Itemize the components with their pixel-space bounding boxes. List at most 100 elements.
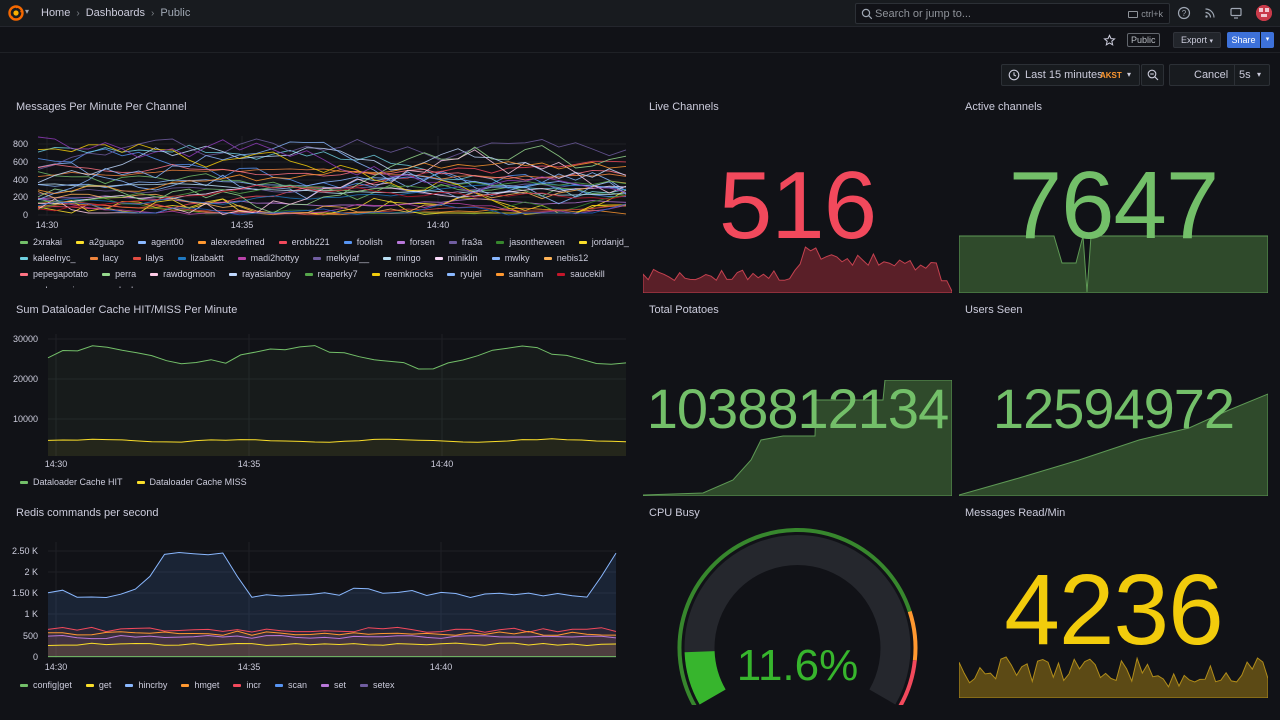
series-line[interactable] [37, 145, 627, 214]
legend-item[interactable]: Dataloader Cache MISS [136, 474, 247, 490]
legend-item[interactable]: mingo [383, 252, 421, 265]
refresh-interval-picker[interactable]: 5s [1239, 69, 1251, 81]
series-line[interactable] [37, 136, 627, 194]
time-range-picker[interactable]: Last 15 minutes AKST ▾ [1001, 64, 1140, 86]
legend-item[interactable]: lizabaktt [177, 252, 224, 265]
legend-label: sodapoppin [33, 284, 80, 288]
user-avatar[interactable] [1256, 5, 1272, 21]
zoom-out-button[interactable] [1141, 64, 1164, 86]
series-line[interactable] [37, 145, 627, 184]
share-dropdown-button[interactable]: ▾ [1261, 32, 1274, 48]
series-line-cache-hit[interactable] [47, 345, 627, 370]
legend-item[interactable]: rayasianboy [229, 268, 291, 281]
legend-item[interactable]: vadeal [94, 284, 134, 288]
legend-item[interactable]: lalys [132, 252, 164, 265]
series-line[interactable] [37, 143, 627, 215]
legend-swatch [136, 480, 145, 484]
legend-item[interactable]: get [85, 677, 111, 693]
series-line[interactable] [37, 184, 627, 212]
top-nav-bar: ▾ Home › Dashboards › Public Search or j… [0, 0, 1280, 27]
star-icon[interactable] [1103, 34, 1116, 47]
cache-timeseries-chart[interactable]: 30000 20000 10000 14:30 14:35 14:40 [0, 330, 640, 475]
legend-item[interactable]: a2guapo [76, 236, 124, 249]
series-line-cache-miss[interactable] [47, 438, 627, 443]
timezone-label: AKST [1100, 71, 1122, 80]
legend-item[interactable]: mwlky [491, 252, 530, 265]
legend-item[interactable]: melkylaf__ [313, 252, 369, 265]
legend-label: mwlky [504, 253, 530, 263]
legend-swatch [274, 683, 283, 687]
legend-item[interactable]: miniklin [434, 252, 478, 265]
search-input[interactable]: Search or jump to... ctrl+k [855, 3, 1170, 24]
breadcrumb-current: Public [160, 7, 191, 19]
series-line[interactable] [37, 138, 627, 170]
legend-item[interactable]: pepegapotato [20, 268, 88, 281]
series-line[interactable] [37, 200, 627, 216]
legend-item[interactable]: set [320, 677, 346, 693]
messages-timeseries-chart[interactable]: 800 600 400 200 0 14:30 14:35 14:40 [0, 130, 640, 235]
panel-title: Live Channels [649, 101, 719, 113]
legend-item[interactable]: reemknocks [371, 268, 433, 281]
legend-item[interactable]: Dataloader Cache HIT [20, 474, 123, 490]
legend-item[interactable]: erobb221 [278, 236, 330, 249]
series-line-hincrby[interactable] [47, 551, 617, 599]
legend-item[interactable]: alexredefined [197, 236, 265, 249]
legend-item[interactable]: reaperky7 [304, 268, 358, 281]
legend-item[interactable]: perra [102, 268, 136, 281]
legend-item[interactable]: forsen [396, 236, 435, 249]
legend-item[interactable]: hmget [181, 677, 219, 693]
series-line[interactable] [37, 180, 627, 204]
monitor-icon[interactable] [1229, 6, 1243, 20]
series-line[interactable] [37, 181, 627, 205]
breadcrumb-dashboards[interactable]: Dashboards [85, 7, 146, 19]
help-icon[interactable]: ? [1177, 6, 1191, 20]
series-line[interactable] [37, 173, 627, 189]
legend-item[interactable]: scan [274, 677, 307, 693]
series-line[interactable] [47, 634, 617, 640]
series-line[interactable] [47, 642, 617, 647]
legend-swatch [359, 683, 368, 687]
chevron-down-icon: ▾ [1265, 36, 1270, 43]
legend-item[interactable]: sodapoppin [20, 284, 80, 288]
legend-item[interactable]: kaleelnyc_ [20, 252, 76, 265]
series-line[interactable] [37, 141, 627, 205]
legend-swatch [20, 273, 28, 276]
series-area [48, 552, 616, 657]
series-line[interactable] [47, 626, 617, 633]
series-line[interactable] [37, 161, 627, 195]
legend-item[interactable]: fra3a [448, 236, 483, 249]
legend-item[interactable]: rawdogmoon [150, 268, 215, 281]
series-line[interactable] [37, 168, 627, 180]
redis-timeseries-chart[interactable]: 2.50 K 2 K 1.50 K 1 K 500 0 14:30 14:35 14:40 [0, 538, 640, 676]
series-line[interactable] [37, 163, 627, 181]
chevron-down-icon[interactable]: ▾ [25, 7, 30, 16]
legend-item[interactable]: madi2hottyy [237, 252, 299, 265]
series-line[interactable] [37, 201, 627, 216]
series-line[interactable] [47, 630, 617, 636]
breadcrumb-home[interactable]: Home [41, 7, 71, 19]
legend-item[interactable]: saucekill [557, 268, 605, 281]
news-feed-icon[interactable] [1203, 6, 1217, 20]
legend-label: fra3a [461, 237, 483, 247]
legend-item[interactable]: foolish [343, 236, 383, 249]
search-icon [861, 8, 873, 20]
legend-item[interactable]: jordanjd_ [578, 236, 629, 249]
legend-swatch [89, 257, 98, 260]
legend-item[interactable]: samham [495, 268, 543, 281]
cancel-refresh-button[interactable]: Cancel [1194, 69, 1229, 81]
legend-item[interactable]: incr [233, 677, 261, 693]
legend-item[interactable]: agent00 [138, 236, 184, 249]
legend-item[interactable]: jasontheween [496, 236, 565, 249]
legend-item[interactable]: ryujei [447, 268, 482, 281]
export-button[interactable]: Export ▾ [1173, 32, 1221, 48]
legend-item[interactable]: setex [359, 677, 394, 693]
legend-swatch [197, 241, 206, 244]
legend-item[interactable]: hincrby [125, 677, 167, 693]
grafana-logo-icon[interactable] [8, 5, 24, 21]
legend-item[interactable]: config|get [20, 677, 72, 693]
legend-item[interactable]: lacy [89, 252, 119, 265]
legend-item[interactable]: nebis12 [543, 252, 588, 265]
share-button[interactable]: Share [1227, 32, 1260, 48]
chevron-down-icon: ▾ [1257, 70, 1262, 79]
legend-item[interactable]: 2xrakai [20, 236, 62, 249]
